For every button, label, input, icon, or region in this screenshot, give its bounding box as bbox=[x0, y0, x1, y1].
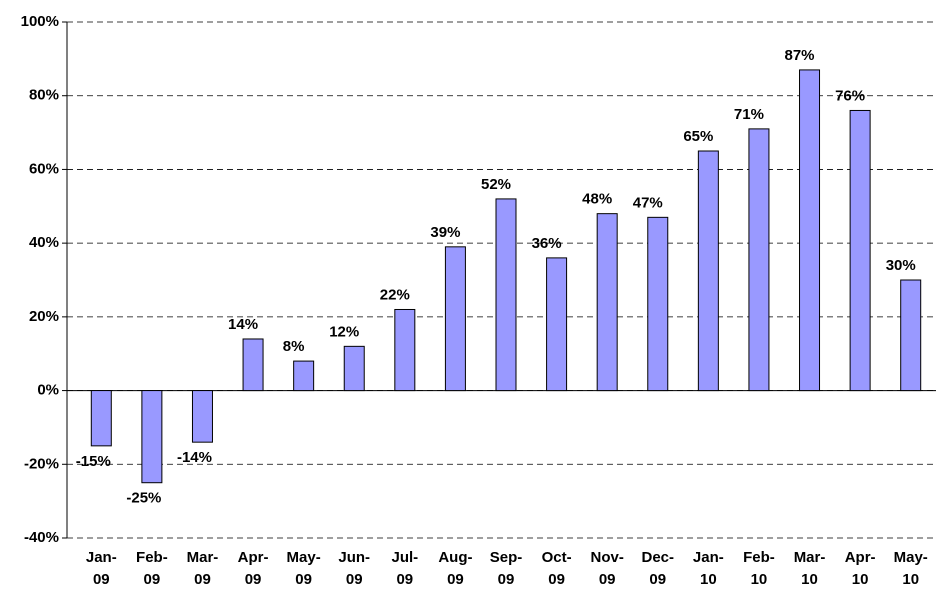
data-label: 12% bbox=[329, 323, 359, 340]
y-tick-label: -20% bbox=[24, 455, 59, 472]
bar bbox=[293, 360, 315, 392]
bar bbox=[900, 279, 922, 392]
bar bbox=[546, 257, 568, 392]
y-tick-label: 60% bbox=[29, 160, 59, 177]
data-label: 36% bbox=[532, 235, 562, 252]
x-tick-label: Sep-09 bbox=[490, 549, 523, 588]
bar bbox=[394, 308, 416, 392]
data-label: 14% bbox=[228, 316, 258, 333]
data-label: 30% bbox=[886, 257, 916, 274]
bar bbox=[444, 246, 466, 392]
x-tick-label: Jan-09 bbox=[86, 549, 117, 588]
data-label: 22% bbox=[380, 286, 410, 303]
data-label: -15% bbox=[76, 453, 111, 470]
data-label: 47% bbox=[633, 194, 663, 211]
data-label: 71% bbox=[734, 106, 764, 123]
y-tick-label: 40% bbox=[29, 234, 59, 251]
x-tick-label: Jan-10 bbox=[693, 549, 724, 588]
x-tick-label: Aug-09 bbox=[438, 549, 472, 588]
x-tick-label: Mar-10 bbox=[794, 549, 826, 588]
bar bbox=[849, 109, 871, 392]
y-tick-label: 80% bbox=[29, 87, 59, 104]
bar bbox=[748, 128, 770, 392]
x-tick-label: May-10 bbox=[894, 549, 928, 588]
x-tick-label: Dec-09 bbox=[642, 549, 675, 588]
y-tick-label: -40% bbox=[24, 529, 59, 546]
y-tick-label: 0% bbox=[37, 382, 59, 399]
bar bbox=[596, 213, 618, 392]
bar bbox=[495, 198, 517, 392]
data-label: -14% bbox=[177, 449, 212, 466]
x-tick-label: Apr-09 bbox=[238, 549, 269, 588]
data-label: 52% bbox=[481, 176, 511, 193]
y-tick-label: 100% bbox=[21, 13, 59, 30]
bar bbox=[242, 338, 264, 392]
bar bbox=[647, 216, 669, 392]
x-tick-label: Mar-09 bbox=[187, 549, 219, 588]
x-tick-label: Feb-10 bbox=[743, 549, 775, 588]
data-label: 8% bbox=[283, 338, 305, 355]
data-label: 48% bbox=[582, 191, 612, 208]
data-label: 39% bbox=[430, 224, 460, 241]
bar bbox=[191, 390, 213, 443]
bar bbox=[141, 390, 163, 484]
x-tick-label: May-09 bbox=[287, 549, 321, 588]
x-tick-label: Oct-09 bbox=[542, 549, 572, 588]
bar bbox=[697, 150, 719, 392]
data-label: 65% bbox=[683, 128, 713, 145]
x-tick-label: Apr-10 bbox=[845, 549, 876, 588]
y-tick-label: 20% bbox=[29, 308, 59, 325]
bar bbox=[90, 390, 112, 447]
bar bbox=[343, 345, 365, 392]
x-tick-label: Jun-09 bbox=[338, 549, 370, 588]
x-tick-label: Feb-09 bbox=[136, 549, 168, 588]
x-tick-label: Nov-09 bbox=[591, 549, 624, 588]
bar bbox=[799, 69, 821, 392]
data-label: 87% bbox=[785, 47, 815, 64]
x-tick-label: Jul-09 bbox=[391, 549, 418, 588]
data-label: -25% bbox=[126, 490, 161, 507]
data-label: 76% bbox=[835, 87, 865, 104]
